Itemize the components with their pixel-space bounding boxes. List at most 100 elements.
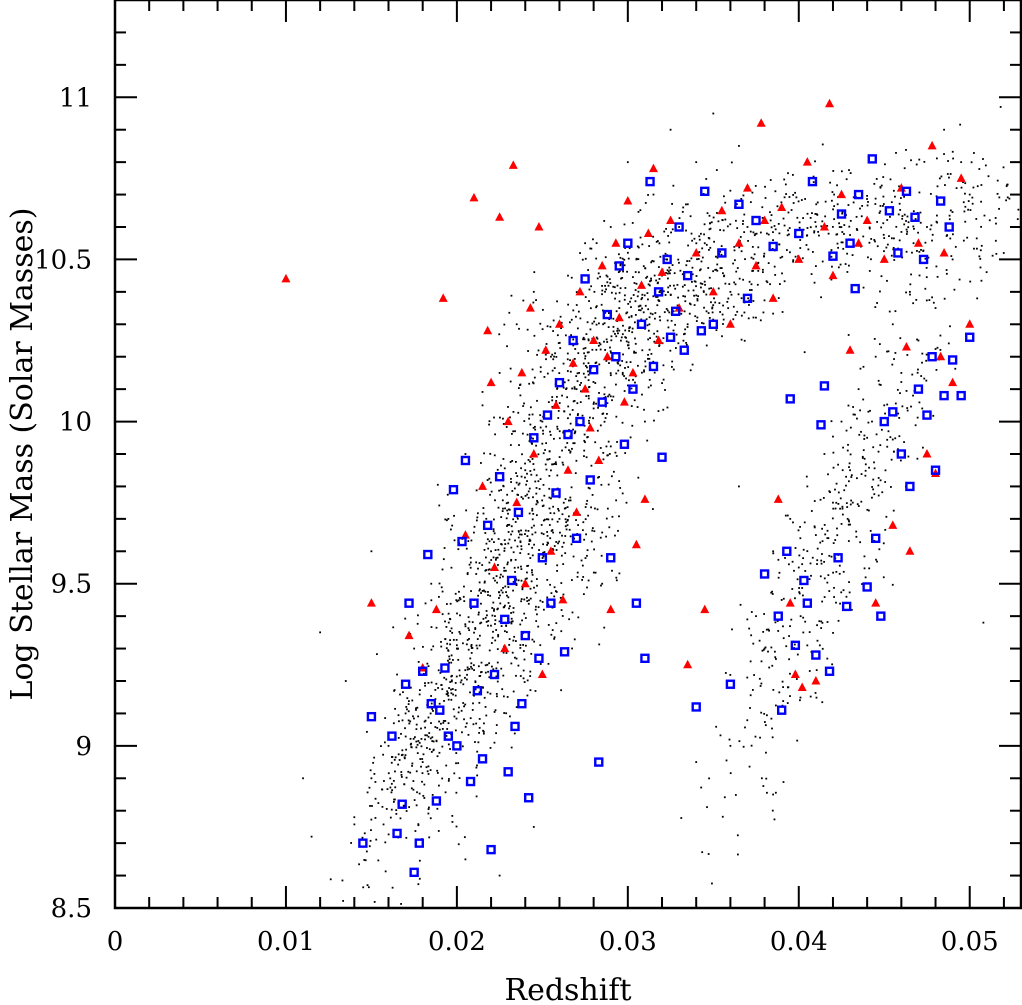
data-dot xyxy=(652,295,655,298)
data-dot xyxy=(524,476,526,479)
data-dot xyxy=(882,205,884,207)
data-dot xyxy=(494,619,497,622)
data-dot xyxy=(464,625,467,628)
data-triangle xyxy=(785,598,795,607)
data-dot xyxy=(635,282,638,285)
data-dot xyxy=(712,270,715,273)
data-dot xyxy=(471,667,474,670)
data-dot xyxy=(886,438,889,441)
data-dot xyxy=(831,191,834,193)
data-square xyxy=(534,653,544,663)
data-dot xyxy=(771,664,774,667)
data-dot xyxy=(531,458,534,460)
data-dot xyxy=(542,551,545,554)
data-dot xyxy=(910,273,912,276)
data-dot xyxy=(988,219,991,222)
data-dot xyxy=(771,727,773,730)
data-dot xyxy=(544,463,547,466)
data-dot xyxy=(445,626,448,628)
data-dot xyxy=(621,373,624,376)
data-dot xyxy=(556,300,558,303)
data-dot xyxy=(876,560,878,563)
data-dot xyxy=(602,323,605,326)
data-dot xyxy=(752,257,755,260)
data-dot xyxy=(726,300,729,303)
data-dot xyxy=(474,741,476,743)
data-dot xyxy=(486,663,489,666)
data-dot xyxy=(871,496,873,499)
data-dot xyxy=(617,529,619,532)
data-dot xyxy=(403,756,406,759)
data-dot xyxy=(710,221,713,224)
data-dot xyxy=(397,753,400,756)
data-dot xyxy=(569,359,571,362)
data-dot xyxy=(832,208,834,211)
data-dot xyxy=(420,738,423,740)
data-dot xyxy=(542,543,545,546)
data-dot xyxy=(529,470,532,472)
data-dot xyxy=(884,481,887,483)
data-dot xyxy=(442,720,445,722)
data-dot xyxy=(736,310,739,313)
data-dot xyxy=(539,366,542,369)
data-dot xyxy=(652,193,655,196)
data-triangle xyxy=(927,140,937,150)
data-dot xyxy=(650,277,652,280)
data-dot xyxy=(684,328,687,331)
data-dot xyxy=(496,680,499,683)
data-dot xyxy=(515,481,518,484)
data-dot xyxy=(424,726,426,729)
data-dot xyxy=(656,296,659,298)
data-dot xyxy=(833,596,835,598)
data-square xyxy=(397,799,407,809)
data-dot xyxy=(646,292,649,295)
data-dot xyxy=(493,518,495,521)
data-dot xyxy=(485,517,488,520)
data-square xyxy=(563,429,573,440)
data-dot xyxy=(512,611,515,614)
data-dot xyxy=(562,501,565,504)
data-dot xyxy=(563,381,566,384)
data-dot xyxy=(882,233,885,236)
data-dot xyxy=(966,236,969,239)
data-dot xyxy=(963,210,966,213)
data-dot xyxy=(512,639,515,642)
data-dot xyxy=(424,734,427,737)
data-dot xyxy=(557,542,559,545)
data-dot xyxy=(365,850,368,853)
data-dot xyxy=(876,221,879,223)
data-dot xyxy=(732,305,735,308)
data-square xyxy=(802,598,813,608)
data-dot xyxy=(458,597,461,599)
data-dot xyxy=(473,525,476,528)
data-dot xyxy=(477,567,479,570)
data-dot xyxy=(532,496,534,499)
data-dot xyxy=(693,280,696,283)
data-dot xyxy=(850,608,853,611)
data-dot xyxy=(382,753,385,756)
data-dot xyxy=(890,486,892,488)
data-dot xyxy=(798,226,801,229)
data-square xyxy=(477,754,488,764)
data-dot xyxy=(612,285,615,288)
data-dot xyxy=(621,421,624,424)
data-dot xyxy=(456,600,459,603)
data-dot xyxy=(731,628,733,631)
data-dot xyxy=(944,184,946,186)
data-dot xyxy=(521,588,524,591)
data-dot xyxy=(505,426,508,428)
data-triangle xyxy=(469,192,479,202)
data-dot xyxy=(428,748,431,751)
data-dot xyxy=(818,644,821,647)
data-dot xyxy=(587,351,590,354)
data-dot xyxy=(594,441,597,444)
data-dot xyxy=(476,764,478,767)
data-dot xyxy=(659,319,662,322)
data-dot xyxy=(769,219,772,222)
data-dot xyxy=(612,470,615,473)
data-dot xyxy=(457,762,460,765)
data-dot xyxy=(451,814,454,817)
data-dot xyxy=(628,327,631,330)
data-dot xyxy=(587,339,590,342)
